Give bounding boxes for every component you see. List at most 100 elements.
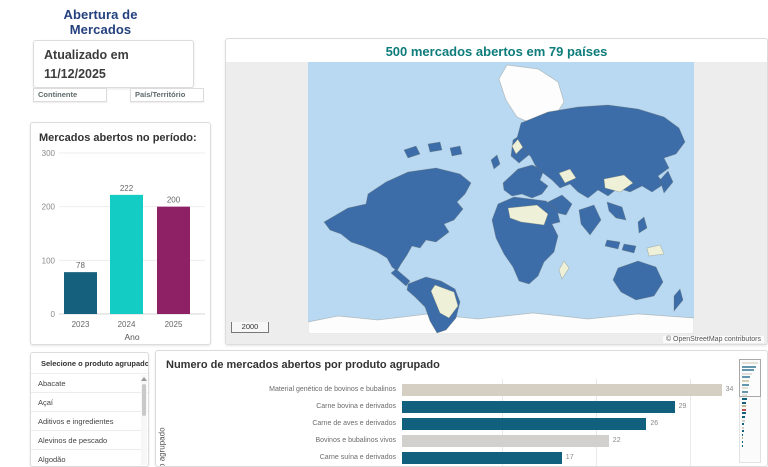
minimap-bar [742, 379, 750, 382]
antarctica-shape [308, 312, 694, 334]
svg-text:222: 222 [120, 184, 134, 193]
product-bar-value: 29 [678, 402, 687, 410]
continent-filter[interactable]: Continente [33, 88, 107, 102]
minimap-bar [742, 408, 746, 411]
svg-text:300: 300 [42, 149, 56, 158]
sahel-shape [507, 204, 549, 226]
product-bar-5[interactable] [402, 451, 562, 464]
australia-shape [612, 260, 664, 301]
product-list: Abacate Açaí Aditivos e ingredientes Alevin… [31, 374, 148, 466]
product-chart-row: Bovinos e bubalinos vivos 22 [156, 432, 767, 449]
minimap-bar [742, 401, 747, 404]
product-bar-chart: Material genético de bovinos e bubalinos… [156, 381, 767, 466]
scrollbar-thumb[interactable] [142, 384, 146, 416]
indonesia-shape [604, 239, 637, 254]
svg-text:2023: 2023 [72, 320, 90, 329]
minimap-bar [742, 412, 746, 415]
tab-label: Abertura de Mercados [63, 7, 138, 37]
north-america-shape [323, 167, 472, 272]
minimap-bar [742, 405, 747, 408]
minimap-bar [742, 387, 749, 390]
central-asia-shape [558, 168, 577, 184]
product-search-box[interactable]: Selecione o produto agrupado [31, 353, 148, 374]
period-chart-card: Mercados abertos no período: 0 100 200 300 7… [30, 122, 211, 345]
minimap-bar [742, 362, 758, 364]
product-search-placeholder: Selecione o produto agrupado [41, 358, 149, 368]
last-updated-card: Atualizado em 11/12/2025 10:00:47 [33, 40, 194, 100]
madagascar-shape [558, 260, 570, 280]
map-attribution[interactable]: © OpenStreetMap contributors [662, 336, 764, 343]
period-bar-chart[interactable]: 0 100 200 300 78 2023 222 2024 200 2025 Ano [31, 147, 212, 345]
svg-text:2024: 2024 [118, 320, 136, 329]
product-list-item[interactable]: Algodão [31, 450, 148, 466]
product-bar-1[interactable] [402, 383, 722, 396]
minimap-bar [742, 441, 743, 444]
product-bar-value: 26 [650, 419, 659, 427]
minimap-bar [742, 415, 746, 418]
product-list-item[interactable]: Abacate [31, 374, 148, 393]
map-background: 2000 © OpenStreetMap contributors [226, 62, 767, 344]
product-list-item[interactable]: Aditivos e ingredientes [31, 412, 148, 431]
minimap-bar [742, 419, 745, 422]
svg-text:100: 100 [42, 256, 56, 265]
minimap-viewport[interactable] [739, 359, 761, 397]
product-chart-row-label: Material genético de bovinos e bubalinos [269, 386, 396, 393]
minimap-bars [742, 362, 758, 447]
product-bar-value: 34 [725, 385, 734, 393]
uk-shape [490, 154, 501, 170]
japan-shape [659, 170, 674, 194]
product-bar-3[interactable] [402, 417, 647, 430]
product-chart-title: Numero de mercados abertos por produto a… [166, 359, 440, 371]
svg-text:200: 200 [167, 196, 181, 205]
world-map-svg [308, 64, 694, 334]
russia-asia-shape [516, 104, 686, 199]
brazil-shape [430, 284, 459, 319]
minimap-bar [742, 433, 744, 436]
product-filter-panel: Selecione o produto agrupado Abacate Açaí… [30, 352, 149, 467]
map-scale-bar: 2000 [231, 322, 269, 333]
product-bar-value: 22 [612, 436, 621, 444]
product-chart-row: Material genético de bovinos e bubalinos… [156, 381, 767, 398]
minimap-bar [742, 397, 747, 400]
product-chart-row: Carne de aves e derivados 26 [156, 415, 767, 432]
product-list-item[interactable]: Açaí [31, 393, 148, 412]
product-bar-2[interactable] [402, 400, 675, 413]
product-bar-value: 17 [565, 453, 574, 461]
new-zealand-shape [673, 288, 684, 312]
chart-minimap-scroller[interactable] [739, 359, 761, 463]
minimap-bar [742, 383, 749, 386]
period-bar-2024[interactable] [110, 194, 143, 314]
product-chart-row-label: Carne de aves e derivados [312, 420, 396, 427]
minimap-bar [742, 376, 750, 379]
europe-shape [502, 164, 549, 199]
period-bar-2025[interactable] [157, 206, 190, 314]
india-shape [578, 204, 602, 236]
product-list-item[interactable]: Alevinos de pescado [31, 431, 148, 450]
product-list-scrollbar[interactable] [141, 375, 147, 465]
svg-text:2025: 2025 [165, 320, 183, 329]
continent-filter-label: Continente [38, 90, 78, 99]
country-territory-filter[interactable]: País/Território [130, 88, 204, 102]
country-territory-filter-label: País/Território [135, 90, 186, 99]
se-asia-shape [606, 201, 627, 221]
scroll-up-icon[interactable] [141, 377, 147, 381]
minimap-bar [742, 430, 744, 433]
product-chart-row-label: Bovinos e bubalinos vivos [315, 437, 396, 444]
last-updated-line1: Atualizado em 11/12/2025 [44, 48, 129, 81]
world-map[interactable] [308, 62, 694, 334]
arctic-islands-shape [403, 141, 463, 159]
product-chart-row: Carne suína e derivados 17 [156, 449, 767, 466]
period-bar-2023[interactable] [64, 272, 97, 314]
central-america-shape [390, 268, 411, 287]
minimap-bar [742, 365, 756, 368]
map-panel: 500 mercados abertos em 79 países [225, 38, 768, 345]
philippines-shape [637, 216, 648, 234]
product-chart-row: Carne bovina e derivados 29 [156, 398, 767, 415]
minimap-bar [742, 372, 753, 375]
product-chart-panel: Numero de mercados abertos por produto a… [155, 350, 768, 467]
period-x-axis-title: Ano [124, 332, 139, 342]
minimap-bar [742, 369, 755, 372]
product-bar-4[interactable] [402, 434, 609, 447]
product-chart-row-label: Carne suína e derivados [319, 454, 396, 461]
